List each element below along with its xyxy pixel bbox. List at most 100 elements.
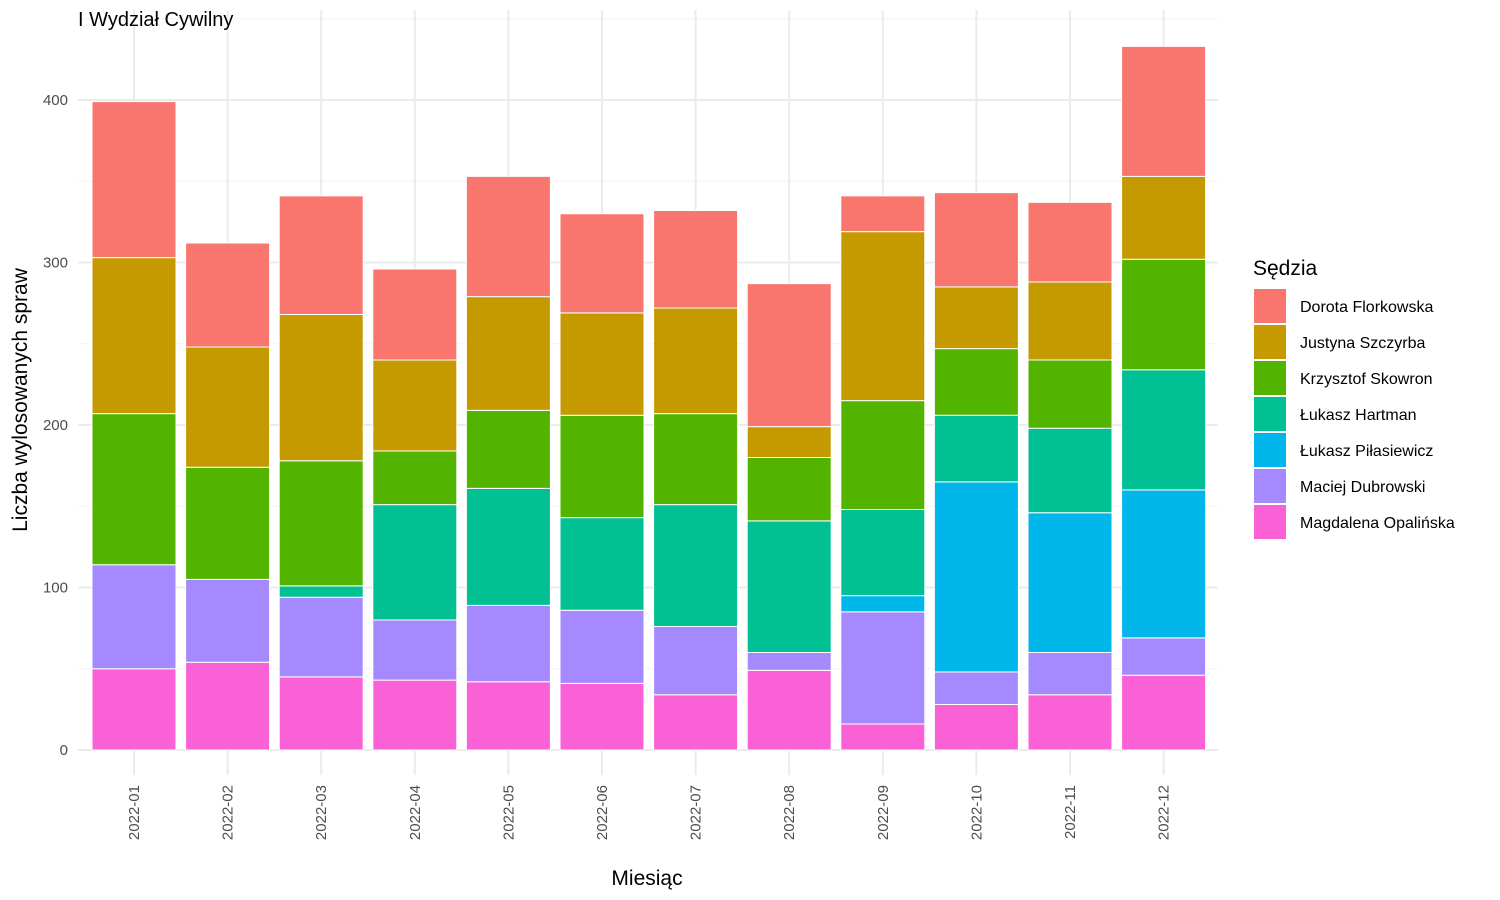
x-tick-label: 2022-05 — [500, 785, 517, 840]
bar-segment — [1121, 637, 1207, 676]
bar-segment — [1121, 175, 1207, 260]
bar-segment — [372, 679, 458, 751]
bar-segment — [372, 619, 458, 681]
y-tick-label: 100 — [43, 580, 68, 597]
x-tick-label: 2022-08 — [781, 785, 798, 840]
bar-segment — [933, 671, 1019, 705]
bar-segment — [185, 578, 271, 663]
bar-segment — [559, 312, 645, 416]
bar-segment — [746, 283, 832, 428]
legend-key — [1254, 505, 1286, 539]
bar-segment — [653, 504, 739, 627]
bar-segment — [465, 175, 551, 298]
legend-label: Łukasz Piłasiewicz — [1300, 443, 1433, 460]
bar-segment — [91, 668, 177, 751]
bar-segment — [1121, 489, 1207, 639]
bar-segment — [933, 481, 1019, 673]
bar-segment — [278, 314, 364, 462]
bar-segment — [1027, 512, 1113, 653]
bar-segment — [1121, 369, 1207, 491]
x-tick-label: 2022-04 — [407, 785, 424, 840]
bar-segment — [653, 694, 739, 751]
x-tick-label: 2022-10 — [968, 785, 985, 840]
bar-segment — [372, 504, 458, 621]
bar-segment — [185, 466, 271, 580]
x-tick-label: 2022-09 — [875, 785, 892, 840]
bar-segment — [278, 460, 364, 587]
bar-segment — [653, 210, 739, 309]
x-axis-ticks: 2022-01 2022-02 2022-03 2022-04 2022-05 2022-… — [126, 785, 1173, 840]
bar-segment — [559, 414, 645, 519]
bar-segment — [840, 595, 926, 613]
bar-segment — [559, 517, 645, 611]
bar-segment — [465, 681, 551, 751]
bar-segment — [746, 457, 832, 522]
legend-key — [1254, 325, 1286, 359]
legend: Sędzia Dorota Florkowska Justyna Szczyrba… — [1253, 257, 1455, 539]
legend-key — [1254, 469, 1286, 503]
bar-segment — [185, 661, 271, 751]
bar-segment — [91, 413, 177, 566]
bar-segment — [1027, 281, 1113, 361]
x-axis-title: Miesiąc — [611, 867, 682, 890]
bar-segment — [91, 101, 177, 259]
bar-segment — [1121, 674, 1207, 751]
bar-segment — [372, 268, 458, 361]
bar-segment — [465, 296, 551, 411]
bar-segment — [465, 487, 551, 606]
bar-segment — [1027, 652, 1113, 696]
bar-segment — [1121, 45, 1207, 177]
legend-key — [1254, 433, 1286, 467]
bar-segment — [1027, 201, 1113, 283]
bar-segment — [559, 609, 645, 684]
bar-segment — [933, 286, 1019, 350]
y-tick-label: 300 — [43, 255, 68, 272]
legend-label: Dorota Florkowska — [1300, 299, 1433, 316]
legend-label: Maciej Dubrowski — [1300, 479, 1425, 496]
bar-segment — [278, 195, 364, 315]
bar-segment — [840, 611, 926, 725]
bar-segment — [933, 414, 1019, 483]
bar-segment — [465, 409, 551, 489]
bar-segment — [1121, 258, 1207, 371]
bar-segment — [278, 676, 364, 751]
x-tick-label: 2022-07 — [688, 785, 705, 840]
bar-segment — [933, 348, 1019, 416]
y-tick-label: 400 — [43, 92, 68, 109]
x-tick-label: 2022-12 — [1156, 785, 1173, 840]
legend-key — [1254, 289, 1286, 323]
bar-segment — [91, 257, 177, 415]
bar-segment — [653, 307, 739, 415]
bars — [91, 45, 1207, 751]
bar-segment — [278, 596, 364, 678]
legend-label: Justyna Szczyrba — [1300, 335, 1425, 352]
bar-segment — [840, 231, 926, 402]
x-tick-label: 2022-02 — [220, 785, 237, 840]
bar-segment — [746, 669, 832, 751]
bar-segment — [372, 359, 458, 452]
y-axis-ticks: 0 100 200 300 400 — [43, 92, 68, 759]
legend-label: Łukasz Hartman — [1300, 407, 1417, 424]
x-tick-label: 2022-11 — [1062, 785, 1079, 839]
bar-segment — [559, 213, 645, 314]
bar-segment — [746, 652, 832, 671]
bar-segment — [1027, 427, 1113, 514]
legend-label: Magdalena Opalińska — [1300, 515, 1455, 532]
legend-key — [1254, 397, 1286, 431]
bar-segment — [185, 346, 271, 468]
x-tick-label: 2022-01 — [126, 785, 143, 840]
bar-segment — [746, 426, 832, 458]
bar-segment — [840, 195, 926, 233]
y-tick-label: 200 — [43, 417, 68, 434]
legend-label: Krzysztof Skowron — [1300, 371, 1432, 388]
bar-segment — [840, 509, 926, 597]
x-tick-label: 2022-06 — [594, 785, 611, 840]
bar-segment — [1027, 694, 1113, 751]
chart-title: I Wydział Cywilny — [78, 9, 233, 31]
x-tick-label: 2022-03 — [313, 785, 330, 840]
bar-segment — [746, 520, 832, 653]
legend-title: Sędzia — [1253, 257, 1318, 280]
bar-segment — [840, 400, 926, 510]
bar-segment — [91, 564, 177, 670]
